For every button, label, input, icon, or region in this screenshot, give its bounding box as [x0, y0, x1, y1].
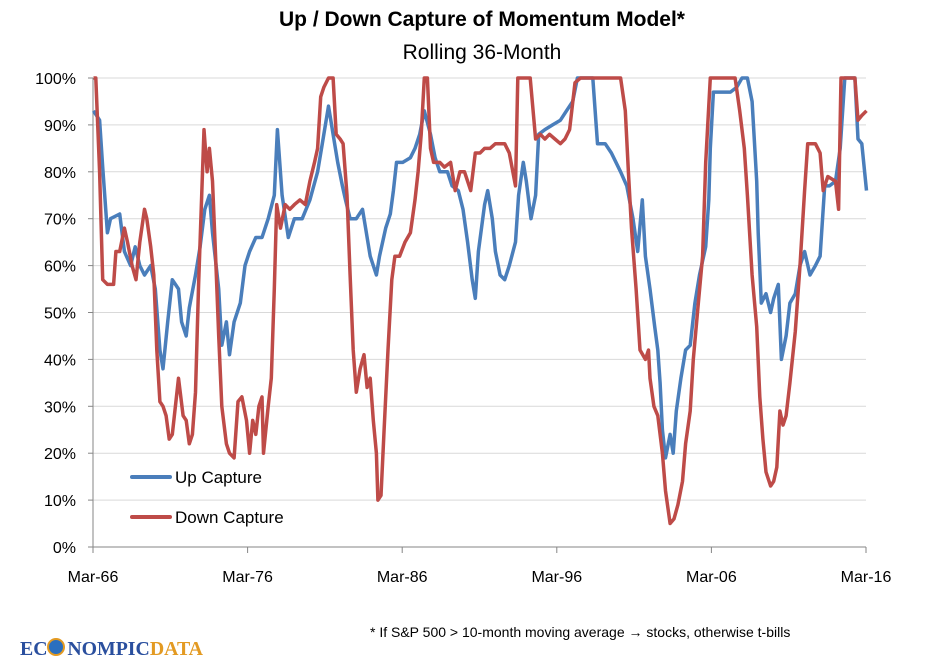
legend: Up Capture Down Capture [130, 468, 284, 527]
y-tick-label: 80% [44, 165, 76, 182]
legend-label-up-capture: Up Capture [175, 468, 262, 487]
globe-icon [47, 638, 65, 656]
y-tick-label: 70% [44, 212, 76, 229]
chart-subtitle: Rolling 36-Month [403, 41, 562, 64]
x-tick-label: Mar-86 [377, 569, 428, 586]
legend-label-down-capture: Down Capture [175, 508, 284, 527]
y-tick-label: 30% [44, 399, 76, 416]
x-axis: Mar-66 Mar-76 Mar-86 Mar-96 Mar-06 Mar-16 [68, 546, 892, 586]
y-tick-label: 50% [44, 306, 76, 323]
series-line-up-capture [92, 76, 869, 460]
logo-part-1: EC [20, 638, 48, 660]
economicdata-logo: EC NOMPICDATA [20, 638, 204, 660]
series-line-down-capture [93, 76, 868, 526]
y-tick-label: 10% [44, 493, 76, 510]
y-tick-label: 60% [44, 259, 76, 276]
x-tick-label: Mar-66 [68, 569, 119, 586]
logo-part-2: NOMPIC [67, 638, 150, 660]
x-tick-label: Mar-06 [686, 569, 737, 586]
gridlines [93, 77, 866, 501]
y-tick-label: 40% [44, 352, 76, 369]
footnote: * If S&P 500 > 10-month moving average →… [370, 624, 790, 640]
y-tick-label: 20% [44, 446, 76, 463]
y-tick-label: 0% [53, 540, 76, 557]
x-tick-label: Mar-96 [531, 569, 582, 586]
y-tick-label: 90% [44, 118, 76, 135]
y-tick-label: 100% [35, 71, 76, 88]
chart-title: Up / Down Capture of Momentum Model* [279, 8, 686, 31]
x-tick-label: Mar-76 [222, 569, 273, 586]
logo-part-3: DATA [150, 638, 204, 660]
x-tick-label: Mar-16 [841, 569, 892, 586]
y-axis: 0% 10% 20% 30% 40% 50% 60% 70% 80% 90% 100% [35, 71, 94, 557]
series-lines [92, 76, 869, 526]
